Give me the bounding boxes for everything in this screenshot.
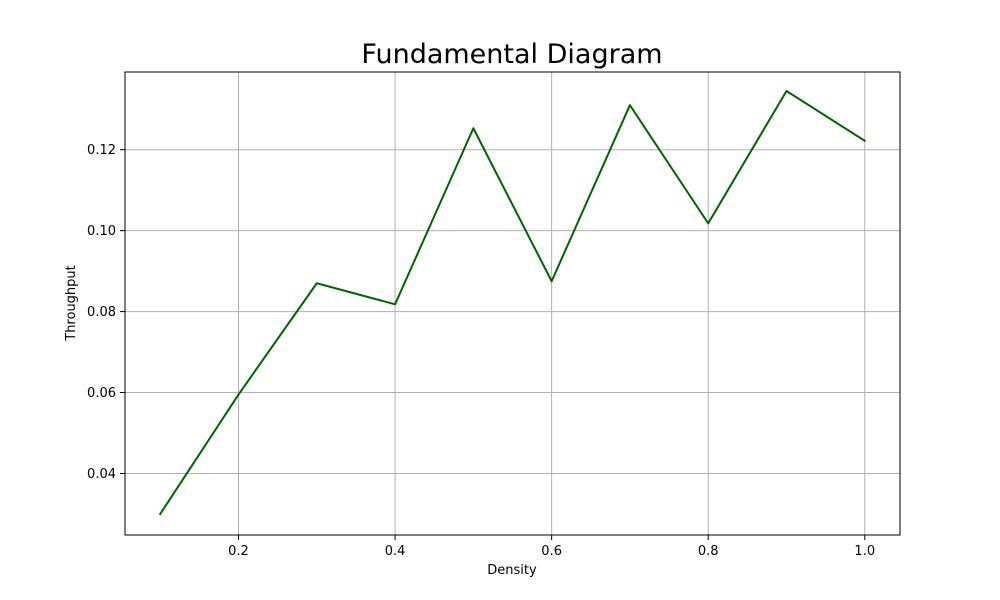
x-tick-label: 0.4: [385, 544, 406, 559]
x-axis-label: Density: [487, 563, 537, 578]
y-tick-label: 0.06: [87, 386, 116, 401]
y-tick-label: 0.08: [87, 305, 116, 320]
grid: [125, 72, 900, 535]
chart-title: Fundamental Diagram: [361, 39, 662, 70]
plot-frame: [124, 71, 901, 536]
y-tick-label: 0.04: [87, 467, 116, 482]
x-tick-label: 0.8: [698, 544, 719, 559]
x-tick-label: 0.2: [228, 544, 249, 559]
y-tick-label: 0.10: [87, 224, 116, 239]
series-layer: [158, 90, 867, 516]
y-axis-label: Throughput: [64, 265, 79, 342]
x-tick-label: 1.0: [854, 544, 875, 559]
series-line-0: [158, 90, 867, 516]
x-tick-label: 0.6: [541, 544, 562, 559]
y-tick-label: 0.12: [87, 143, 116, 158]
ticks: 0.2 0.4 0.6 0.8 1.0 0.04 0.06 0.08 0.10 0.12: [87, 143, 875, 559]
